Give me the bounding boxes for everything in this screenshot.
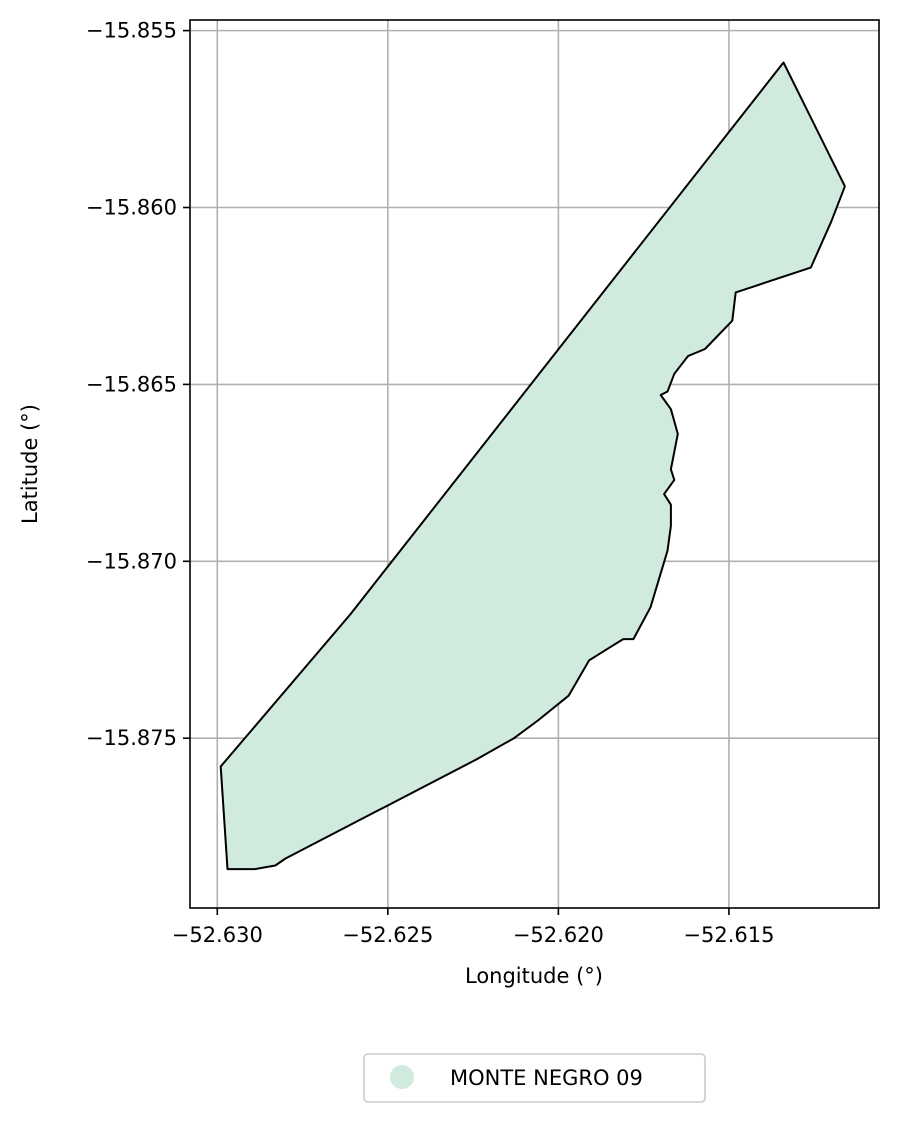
axis-ticks: −52.630 −52.625 −52.620 −52.615 −15.855 −15.8… (86, 19, 775, 947)
y-tick-label: −15.855 (86, 19, 177, 43)
y-tick-label: −15.865 (86, 372, 177, 396)
y-tick-label: −15.860 (86, 196, 177, 220)
region-polygon-0 (219, 61, 846, 871)
legend-marker (390, 1065, 414, 1089)
x-axis-label: Longitude (°) (465, 964, 603, 988)
legend-frame (363, 1053, 706, 1103)
y-tick-label: −15.870 (86, 549, 177, 573)
x-tick-label: −52.615 (683, 923, 774, 947)
legend: MONTE NEGRO 09 (363, 1053, 706, 1103)
x-tick-label: −52.625 (342, 923, 433, 947)
region-polygons (219, 61, 846, 871)
y-tick-label: −15.875 (86, 726, 177, 750)
x-tick-label: −52.630 (172, 923, 263, 947)
y-axis-label: Latitude (°) (18, 404, 42, 524)
legend-entry-label: MONTE NEGRO 09 (450, 1066, 643, 1090)
plot-frame (189, 19, 880, 909)
x-tick-label: −52.620 (513, 923, 604, 947)
